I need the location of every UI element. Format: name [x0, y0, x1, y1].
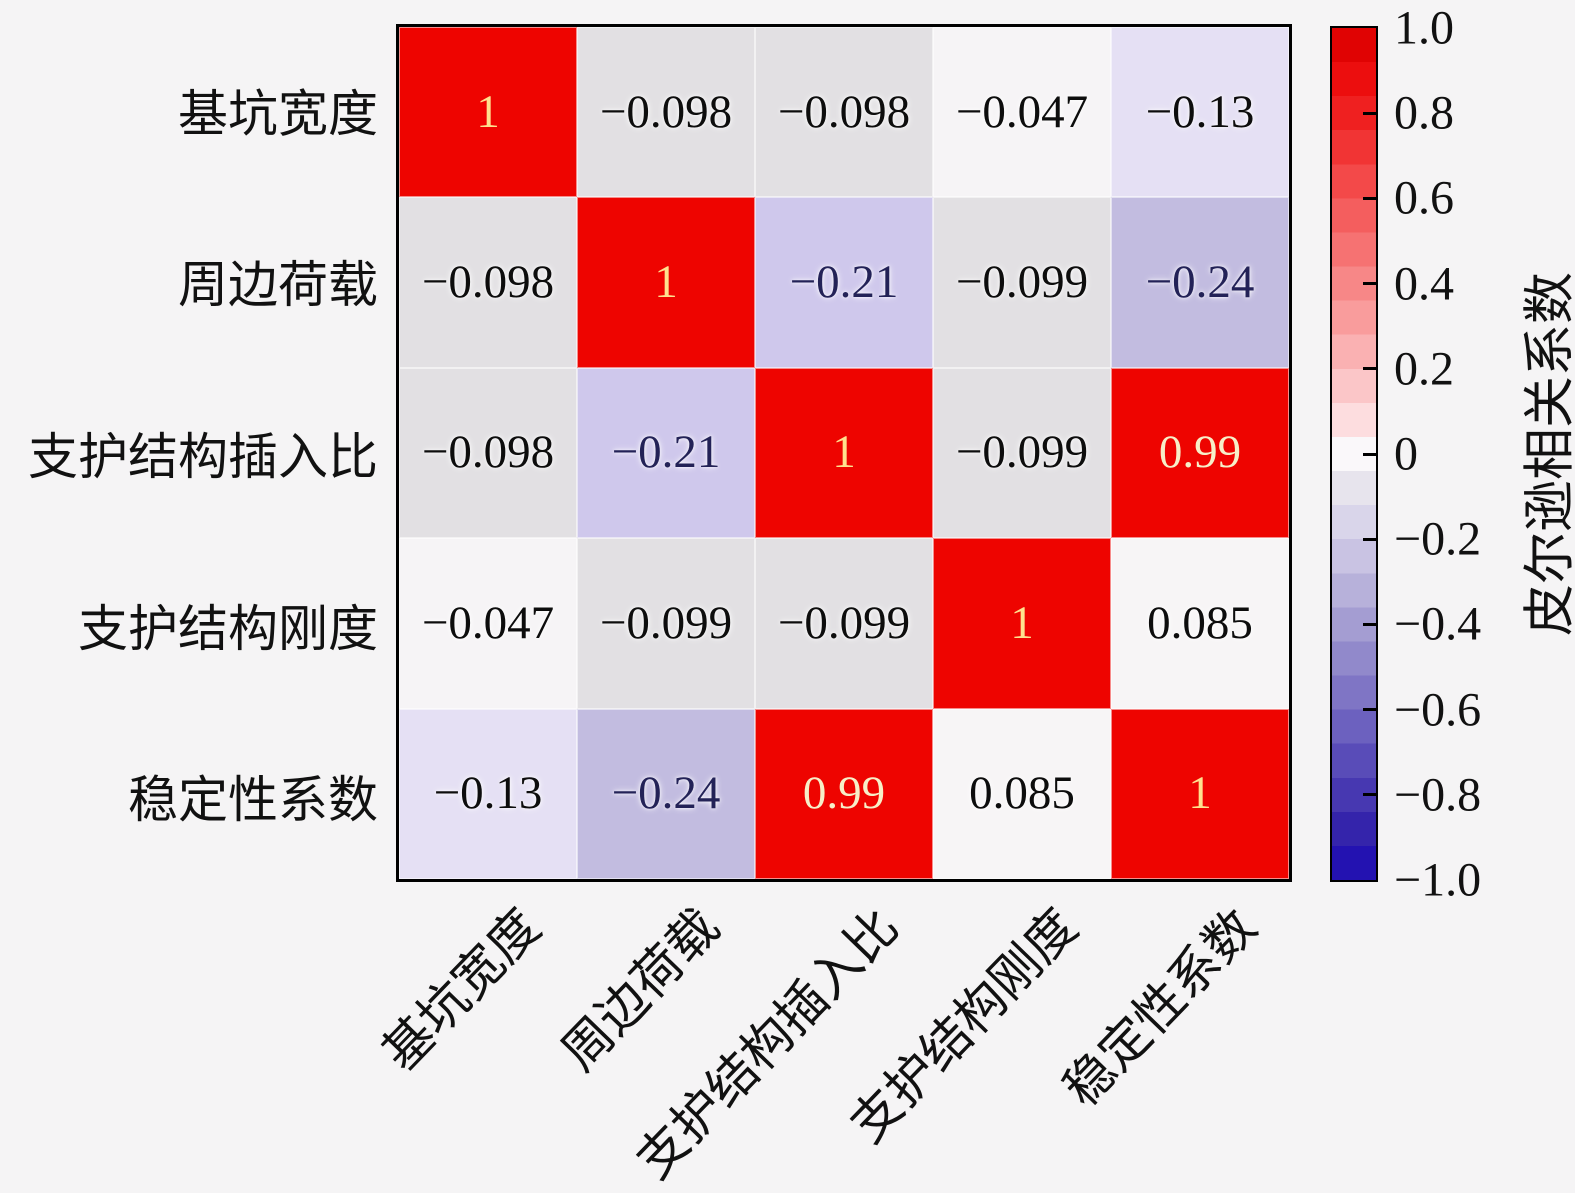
heatmap-cell-r3c2: −0.21 — [577, 367, 755, 539]
colorbar-title: 皮尔逊相关系数 — [1522, 271, 1575, 637]
heatmap-cell-r4c4: 1 — [933, 538, 1111, 709]
cell-value: −0.098 — [421, 426, 555, 479]
cell-value: 1 — [1010, 596, 1034, 649]
cell-value: −0.099 — [599, 596, 733, 649]
cell-value: −0.098 — [599, 85, 733, 138]
heatmap-cell-r1c3: −0.098 — [755, 27, 933, 198]
cell-value: −0.099 — [955, 426, 1089, 479]
heatmap-cell-r3c5: 0.99 — [1111, 367, 1289, 539]
col-label-5: 稳定性系数 — [1053, 898, 1268, 1118]
heatmap-cell-r1c2: −0.098 — [577, 27, 755, 198]
colorbar-tick — [1363, 367, 1376, 371]
cell-value: −0.24 — [1145, 256, 1255, 309]
heatmap-cell-r4c2: −0.099 — [577, 538, 755, 709]
colorbar-tick-label: 0 — [1394, 427, 1418, 481]
colorbar-tick-label: 1.0 — [1394, 1, 1454, 55]
colorbar-tick-label: 0.6 — [1394, 171, 1454, 225]
row-label-2: 周边荷载 — [178, 257, 378, 314]
heatmap-cell-r3c3: 1 — [755, 367, 933, 539]
colorbar-tick — [1363, 196, 1376, 200]
heatmap-grid: 1 −0.098 −0.098 −0.047 −0.13 −0.098 1 −0.21 −0.0… — [396, 24, 1292, 882]
cell-value: 1 — [654, 256, 678, 309]
heatmap-cell-r4c3: −0.099 — [755, 538, 933, 709]
row-label-4: 支护结构刚度 — [78, 600, 378, 657]
cell-value: 1 — [832, 426, 856, 479]
heatmap-cell-r5c2: −0.24 — [577, 708, 755, 879]
colorbar-tick — [1363, 452, 1376, 456]
cell-value: −0.047 — [421, 596, 555, 649]
heatmap-cell-r2c4: −0.099 — [933, 197, 1111, 368]
cell-value: −0.13 — [1145, 85, 1255, 138]
cell-value: −0.13 — [433, 767, 543, 820]
cell-value: −0.24 — [611, 767, 721, 820]
colorbar-tick-label: 0.8 — [1394, 86, 1454, 140]
cell-value: −0.21 — [789, 256, 899, 309]
heatmap-cell-r1c5: −0.13 — [1111, 27, 1289, 198]
heatmap-cell-r2c3: −0.21 — [755, 197, 933, 368]
heatmap-cell-r4c5: 0.085 — [1111, 538, 1289, 709]
heatmap-cell-r5c1: −0.13 — [399, 708, 577, 879]
colorbar-tick-label: −0.4 — [1394, 597, 1482, 651]
colorbar-tick — [1363, 622, 1376, 626]
row-label-1: 基坑宽度 — [178, 85, 378, 142]
heatmap-cell-r2c1: −0.098 — [399, 197, 577, 368]
cell-value: −0.099 — [955, 256, 1089, 309]
colorbar-tick-label: −1.0 — [1394, 853, 1482, 907]
cell-value: −0.098 — [421, 256, 555, 309]
cell-value: 0.99 — [802, 767, 886, 820]
colorbar-tick — [1363, 537, 1376, 541]
cell-value: 1 — [476, 85, 500, 138]
cell-value: 1 — [1188, 767, 1212, 820]
colorbar-tick — [1363, 282, 1376, 286]
heatmap-cell-r5c3: 0.99 — [755, 708, 933, 879]
colorbar-tick — [1363, 708, 1376, 712]
heatmap-cell-r1c4: −0.047 — [933, 27, 1111, 198]
row-label-5: 稳定性系数 — [128, 772, 378, 829]
colorbar — [1330, 26, 1378, 882]
cell-value: −0.21 — [611, 426, 721, 479]
heatmap-cell-r3c1: −0.098 — [399, 367, 577, 539]
cell-value: −0.098 — [777, 85, 911, 138]
heatmap-cell-r2c2: 1 — [577, 197, 755, 368]
row-label-3: 支护结构插入比 — [28, 429, 378, 485]
cell-value: −0.099 — [777, 596, 911, 649]
colorbar-tick-label: −0.2 — [1394, 512, 1482, 566]
col-label-1: 基坑宽度 — [371, 898, 551, 1082]
heatmap-cell-r3c4: −0.099 — [933, 367, 1111, 539]
cell-value: 0.085 — [969, 767, 1075, 820]
cell-value: −0.047 — [955, 85, 1089, 138]
colorbar-tick-label: 0.4 — [1394, 257, 1454, 311]
heatmap-cell-r4c1: −0.047 — [399, 538, 577, 709]
cell-value: 0.99 — [1158, 426, 1242, 479]
colorbar-tick-label: 0.2 — [1394, 342, 1454, 396]
colorbar-tick-label: −0.8 — [1394, 768, 1482, 822]
heatmap-cell-r5c5: 1 — [1111, 708, 1289, 879]
heatmap-cell-r5c4: 0.085 — [933, 708, 1111, 879]
cell-value: 0.085 — [1147, 596, 1253, 649]
heatmap-cell-r1c1: 1 — [399, 27, 577, 198]
heatmap-cell-r2c5: −0.24 — [1111, 197, 1289, 368]
colorbar-tick — [1363, 793, 1376, 797]
colorbar-tick-label: −0.6 — [1394, 683, 1482, 737]
colorbar-tick — [1363, 111, 1376, 115]
